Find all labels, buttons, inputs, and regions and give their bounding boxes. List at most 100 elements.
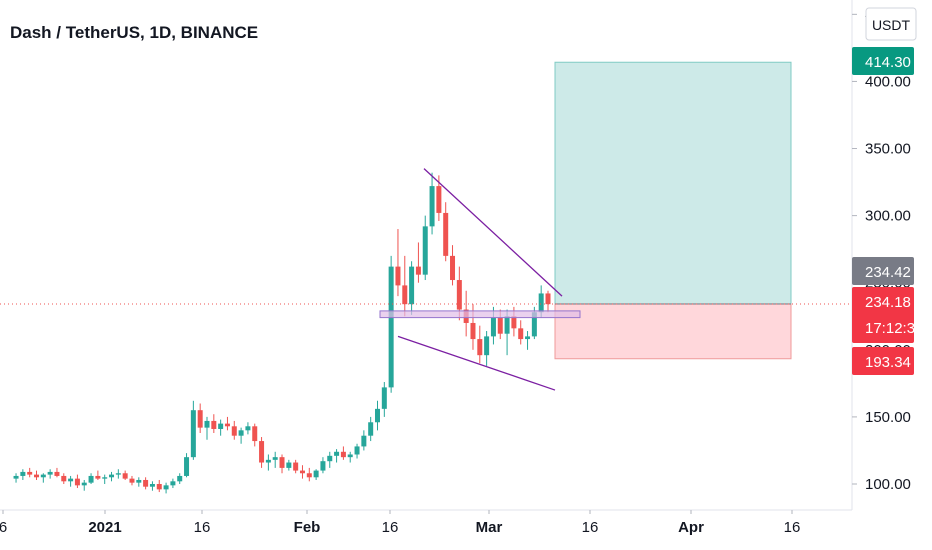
chart-title: Dash / TetherUS, 1D, BINANCE xyxy=(10,23,258,42)
candle xyxy=(204,416,210,440)
candle-body xyxy=(109,474,115,478)
candle xyxy=(177,473,183,484)
candle-body xyxy=(156,484,162,490)
candle xyxy=(88,473,94,484)
candle-body xyxy=(388,266,394,388)
candle xyxy=(450,245,456,286)
candle xyxy=(231,420,237,440)
candle-body xyxy=(490,317,496,337)
y-tick-label: 400.00 xyxy=(865,73,911,90)
candle-body xyxy=(525,336,531,340)
y-tick-label: 300.00 xyxy=(865,208,911,225)
candle-body xyxy=(511,316,517,329)
candle xyxy=(95,470,101,480)
candle-body xyxy=(115,473,121,475)
candle-body xyxy=(197,410,203,428)
candle-body xyxy=(81,482,87,486)
candle-body xyxy=(40,474,46,478)
candle-body xyxy=(170,481,176,486)
candle xyxy=(484,331,490,366)
x-tick-label: 6 xyxy=(0,519,7,536)
candle-body xyxy=(504,316,510,334)
candle xyxy=(368,416,374,442)
candle-body xyxy=(190,410,196,458)
candle-body xyxy=(518,328,524,340)
countdown-label: 17:12:37 xyxy=(865,320,923,337)
candle xyxy=(238,427,244,444)
candle-body xyxy=(177,475,183,482)
candle xyxy=(61,473,67,484)
candle-body xyxy=(129,478,135,483)
candle xyxy=(122,470,128,480)
candle-body xyxy=(293,462,299,471)
candle xyxy=(388,255,394,393)
candle xyxy=(545,290,551,313)
candle xyxy=(375,400,380,431)
candle-body xyxy=(395,266,401,286)
candle-body xyxy=(286,462,292,468)
candle xyxy=(13,473,19,483)
candle-body xyxy=(218,423,224,429)
candle xyxy=(477,325,483,364)
candlestick-series xyxy=(13,172,551,494)
candle-body xyxy=(429,186,435,227)
wedge-upper-line[interactable] xyxy=(423,168,563,297)
candle-body xyxy=(20,471,26,476)
currency-button[interactable]: USDT xyxy=(865,7,917,41)
candle-body xyxy=(54,471,60,476)
candle xyxy=(27,467,33,478)
price-label-bg xyxy=(852,347,914,375)
candle-body xyxy=(402,285,408,305)
x-tick-label: Feb xyxy=(294,519,321,536)
candle xyxy=(156,479,162,493)
candle xyxy=(149,481,155,491)
candle xyxy=(109,471,115,482)
candle-body xyxy=(149,484,155,487)
candle xyxy=(163,482,169,494)
candle xyxy=(54,467,60,478)
candle-body xyxy=(252,426,258,442)
position-tool[interactable] xyxy=(554,61,792,360)
candle xyxy=(81,479,87,491)
candle xyxy=(245,422,251,435)
time-axis[interactable]: 6 2021 16 Feb 16 Mar 16 Apr 16 xyxy=(0,510,800,536)
candle xyxy=(320,457,326,474)
candle-body xyxy=(368,422,374,436)
candle-body xyxy=(88,475,94,483)
candle-body xyxy=(74,478,80,486)
price-label-value: 193.34 xyxy=(865,354,911,371)
wedge-lower-line[interactable] xyxy=(397,335,556,391)
candle-body xyxy=(259,441,265,463)
price-label-value: 234.18 xyxy=(865,294,911,311)
drawings-layer[interactable] xyxy=(379,168,581,391)
candle xyxy=(170,478,176,489)
candle-body xyxy=(102,477,108,479)
candle-body xyxy=(272,457,278,460)
candle-body xyxy=(415,266,421,275)
candle xyxy=(409,261,415,315)
price-label-bg xyxy=(852,257,914,285)
candle xyxy=(184,453,190,478)
candle-body xyxy=(306,473,312,478)
candle-body xyxy=(299,470,305,474)
candle-body xyxy=(538,293,544,313)
candle xyxy=(272,451,278,468)
candle-body xyxy=(545,293,551,305)
candle-body xyxy=(95,475,101,479)
candle xyxy=(340,446,346,460)
candle-body xyxy=(497,317,503,334)
candle xyxy=(252,423,258,447)
candle xyxy=(129,475,135,486)
candle xyxy=(443,202,449,262)
candle-body xyxy=(231,426,237,436)
candle xyxy=(115,469,121,479)
target-zone[interactable] xyxy=(554,61,792,305)
candle-body xyxy=(61,475,67,482)
candle-body xyxy=(327,455,333,462)
candle xyxy=(306,467,312,482)
support-zone[interactable] xyxy=(379,310,581,319)
candle xyxy=(218,419,224,436)
stop-zone[interactable] xyxy=(554,303,792,360)
